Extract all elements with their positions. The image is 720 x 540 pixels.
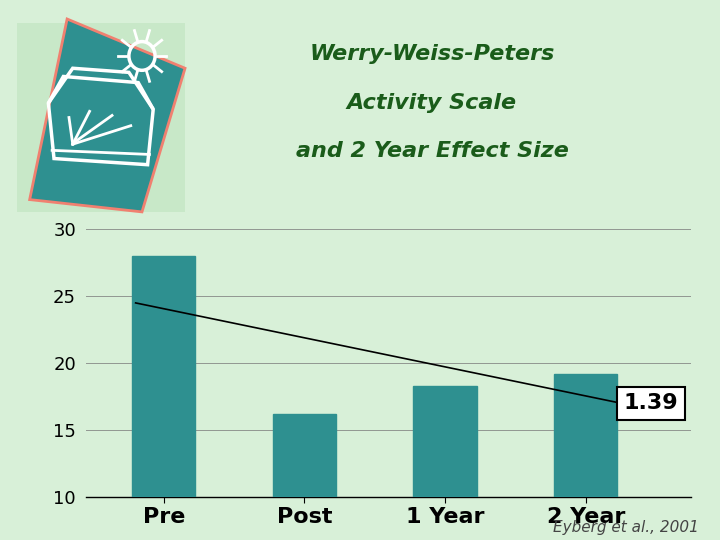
FancyBboxPatch shape [17,23,185,212]
Text: Eyberg et al., 2001: Eyberg et al., 2001 [552,519,698,535]
Bar [554,374,617,497]
Text: 1.39: 1.39 [624,393,678,413]
Bar [132,256,195,497]
Text: Activity Scale: Activity Scale [347,92,517,113]
Text: and 2 Year Effect Size: and 2 Year Effect Size [296,141,568,161]
Text: Werry-Weiss-Peters: Werry-Weiss-Peters [310,44,554,64]
Bar [413,386,477,497]
Polygon shape [30,19,185,212]
Bar [273,414,336,497]
